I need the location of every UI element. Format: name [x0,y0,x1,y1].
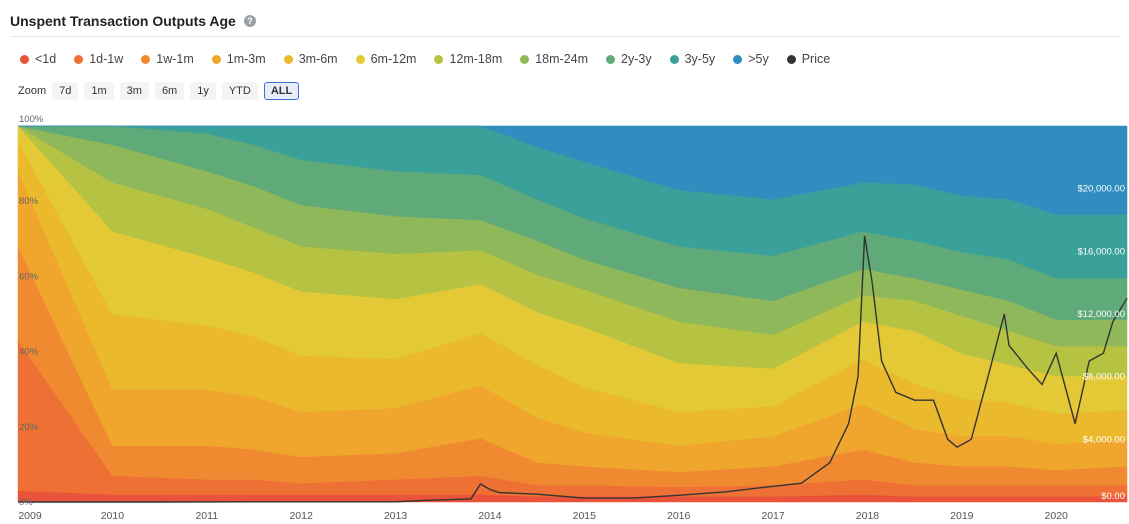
question-circle-icon[interactable]: ? [243,15,256,27]
zoom-button-7d[interactable]: 7d [52,82,79,100]
y-tick-right: $4,000.00 [1083,434,1125,445]
zoom-button-1m[interactable]: 1m [84,82,114,100]
legend-swatch [141,54,151,64]
x-tick: 2013 [384,510,408,522]
legend-swatch [520,54,530,64]
y-tick-right: $8,000.00 [1083,372,1125,383]
legend-item-18m-24m[interactable]: 18m-24m [520,52,588,66]
y-tick-left: 0% [19,497,33,508]
legend-swatch [786,54,796,64]
zoom-button-3m[interactable]: 3m [119,82,149,100]
legend-label: 3m-6m [298,52,338,66]
x-tick: 2012 [289,510,313,522]
legend-label: 12m-18m [449,52,503,66]
legend-label: <1d [35,52,57,66]
legend-label: 2y-3y [621,52,652,66]
legend-label: 1w-1m [156,52,194,66]
y-tick-left: 100% [19,114,44,125]
legend-swatch [669,54,679,64]
legend-item-3y-5y[interactable]: 3y-5y [669,52,716,66]
y-tick-right: $16,000.00 [1077,246,1125,257]
legend-label: 18m-24m [535,52,589,66]
legend-swatch [434,54,444,64]
y-tick-right: $0.00 [1101,491,1125,502]
legend: <1d 1d-1w 1w-1m 1m-3m 3m-6m 6m-12m 12m-18m 18m-… [20,52,830,66]
x-tick: 2017 [761,510,785,522]
legend-label: 3y-5y [684,52,716,66]
legend-item-lt-1d[interactable]: <1d [20,52,56,66]
x-tick: 2014 [478,510,502,522]
legend-item-1w-1m[interactable]: 1w-1m [141,52,194,66]
legend-item-1d-1w[interactable]: 1d-1w [74,52,123,66]
legend-label: >5y [748,52,769,66]
x-tick: 2009 [18,510,42,522]
legend-swatch [74,54,84,64]
zoom-button-6m[interactable]: 6m [154,82,185,100]
x-tick: 2016 [667,510,691,522]
legend-label: 6m-12m [370,52,417,66]
legend-item-gt-5y[interactable]: >5y [733,52,769,66]
price-line [18,235,1128,503]
y-tick-right: $12,000.00 [1077,309,1125,320]
legend-item-2y-3y[interactable]: 2y-3y [606,52,652,66]
y-tick-left: 80% [19,196,39,207]
legend-label: 1d-1w [89,52,124,66]
x-tick: 2011 [195,510,218,522]
legend-label: Price [801,52,831,66]
legend-item-3m-6m[interactable]: 3m-6m [283,52,338,66]
legend-swatch [211,54,221,64]
legend-item-6m-12m[interactable]: 6m-12m [355,52,417,66]
chart-title: Unspent Transaction Outputs Age [10,13,236,29]
y-tick-right: $20,000.00 [1077,184,1125,195]
legend-swatch [20,54,29,64]
legend-item-price[interactable]: Price [786,52,831,66]
y-tick-left: 40% [19,347,39,358]
legend-label: 1m-3m [226,52,266,66]
zoom-button-1y[interactable]: 1y [190,82,216,100]
zoom-button-all[interactable]: ALL [263,82,300,100]
legend-swatch [606,54,616,64]
utxo-age-chart: 0% 20% 40% 60% 80% 100% $0.00 $4,000.00 $8,000.0… [17,114,1128,522]
zoom-controls: Zoom 7d 1m 3m 6m 1y YTD ALL [18,82,300,100]
zoom-button-ytd[interactable]: YTD [221,82,258,100]
y-tick-left: 60% [19,271,39,282]
legend-swatch [733,54,743,64]
legend-swatch [283,54,293,64]
zoom-label: Zoom [18,85,47,97]
legend-swatch [355,54,365,64]
area-gt-5y [18,125,1128,215]
x-tick: 2019 [950,510,974,522]
legend-item-1m-3m[interactable]: 1m-3m [211,52,266,66]
y-tick-right: $24,000.00 [1077,114,1125,125]
x-tick: 2018 [856,510,880,522]
x-tick: 2015 [573,510,597,522]
x-tick: 2010 [101,510,125,522]
chart-header: Unspent Transaction Outputs Age ? [10,6,1119,37]
x-tick: 2020 [1045,510,1069,522]
legend-item-12m-18m[interactable]: 12m-18m [434,52,502,66]
y-tick-left: 20% [19,422,39,433]
